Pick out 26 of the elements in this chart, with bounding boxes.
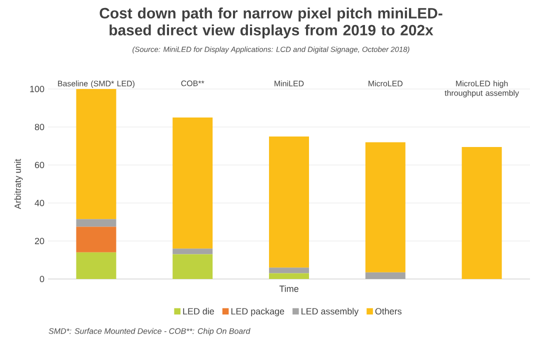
y-axis-title: Arbitraty unit [14,158,23,210]
bar [172,248,213,254]
bar [269,136,310,268]
y-tick-label: 40 [34,200,44,206]
bar [76,252,116,279]
bar [365,272,406,279]
y-tick-label: 60 [34,162,44,168]
bar [365,142,406,272]
bar [269,268,310,274]
bar [172,254,213,279]
y-tick-label: 80 [34,124,44,130]
y-tick-label: 100 [30,86,44,92]
bar [76,88,116,220]
y-tick-label: 20 [34,238,44,244]
bar [462,146,502,279]
x-axis-title: Time [279,285,298,292]
bar [76,226,116,252]
legend-label: Others [375,308,402,314]
bar [76,219,116,227]
bar [269,273,310,279]
chart-title: Cost down path for narrow pixel pitch miniLED-based direct view displays from 2019 to 202x [100,8,442,38]
y-tick-label: 0 [40,276,44,282]
legend-label: LED die [183,308,214,314]
bar [172,117,213,249]
legend-label: LED package [231,308,284,316]
legend-label: LED assembly [302,308,359,316]
